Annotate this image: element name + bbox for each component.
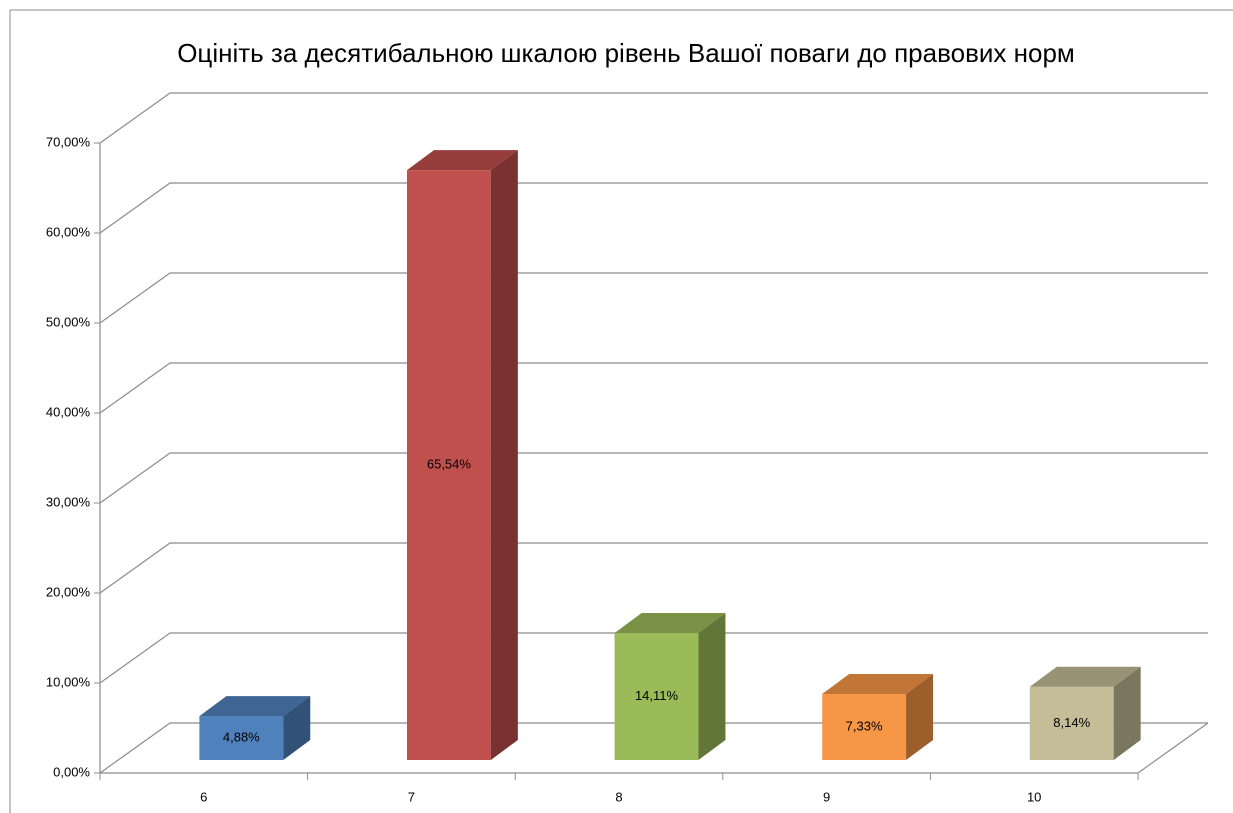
- value-label: 8,14%: [1053, 715, 1090, 730]
- bar-top: [1029, 666, 1141, 687]
- bar-top: [199, 696, 311, 717]
- x-tick-label: 6: [200, 789, 207, 804]
- x-tick-label: 8: [615, 789, 622, 804]
- grid-line: [99, 182, 1208, 234]
- value-label: 65,54%: [427, 457, 472, 472]
- bar-top: [406, 150, 518, 171]
- bar-top: [614, 613, 726, 634]
- x-tick-label: 7: [408, 789, 415, 804]
- y-tick-label: 50,00%: [46, 314, 91, 329]
- bar-side: [1113, 666, 1141, 760]
- y-tick-label: 40,00%: [46, 404, 91, 419]
- bar-top: [822, 674, 934, 695]
- y-tick-label: 30,00%: [46, 494, 91, 509]
- grid-line: [99, 632, 1208, 684]
- grid-line: [99, 92, 1208, 144]
- bar: [406, 170, 491, 760]
- y-tick-label: 0,00%: [53, 764, 90, 779]
- grid-line: [99, 362, 1208, 414]
- bar: [614, 633, 699, 760]
- grid-line: [99, 452, 1208, 504]
- bar: [199, 716, 284, 760]
- x-tick-label: 10: [1027, 789, 1041, 804]
- bar-side: [283, 696, 311, 760]
- bar: [1029, 686, 1114, 760]
- value-label: 14,11%: [635, 688, 679, 703]
- bar-side: [698, 613, 726, 760]
- value-label: 7,33%: [846, 718, 883, 733]
- chart-border: [9, 9, 1233, 813]
- chart-title: Оцініть за десятибальною шкалою рівень В…: [177, 38, 1075, 68]
- grid-line: [99, 542, 1208, 594]
- y-tick-label: 70,00%: [46, 134, 91, 149]
- y-tick-label: 60,00%: [46, 224, 91, 239]
- x-tick-label: 9: [823, 789, 830, 804]
- bar-side: [490, 150, 518, 760]
- y-tick-label: 10,00%: [46, 674, 91, 689]
- grid-line: [99, 272, 1208, 324]
- bar-side: [906, 674, 934, 760]
- y-tick-label: 20,00%: [46, 584, 91, 599]
- bar: [822, 694, 907, 760]
- value-label: 4,88%: [223, 729, 260, 744]
